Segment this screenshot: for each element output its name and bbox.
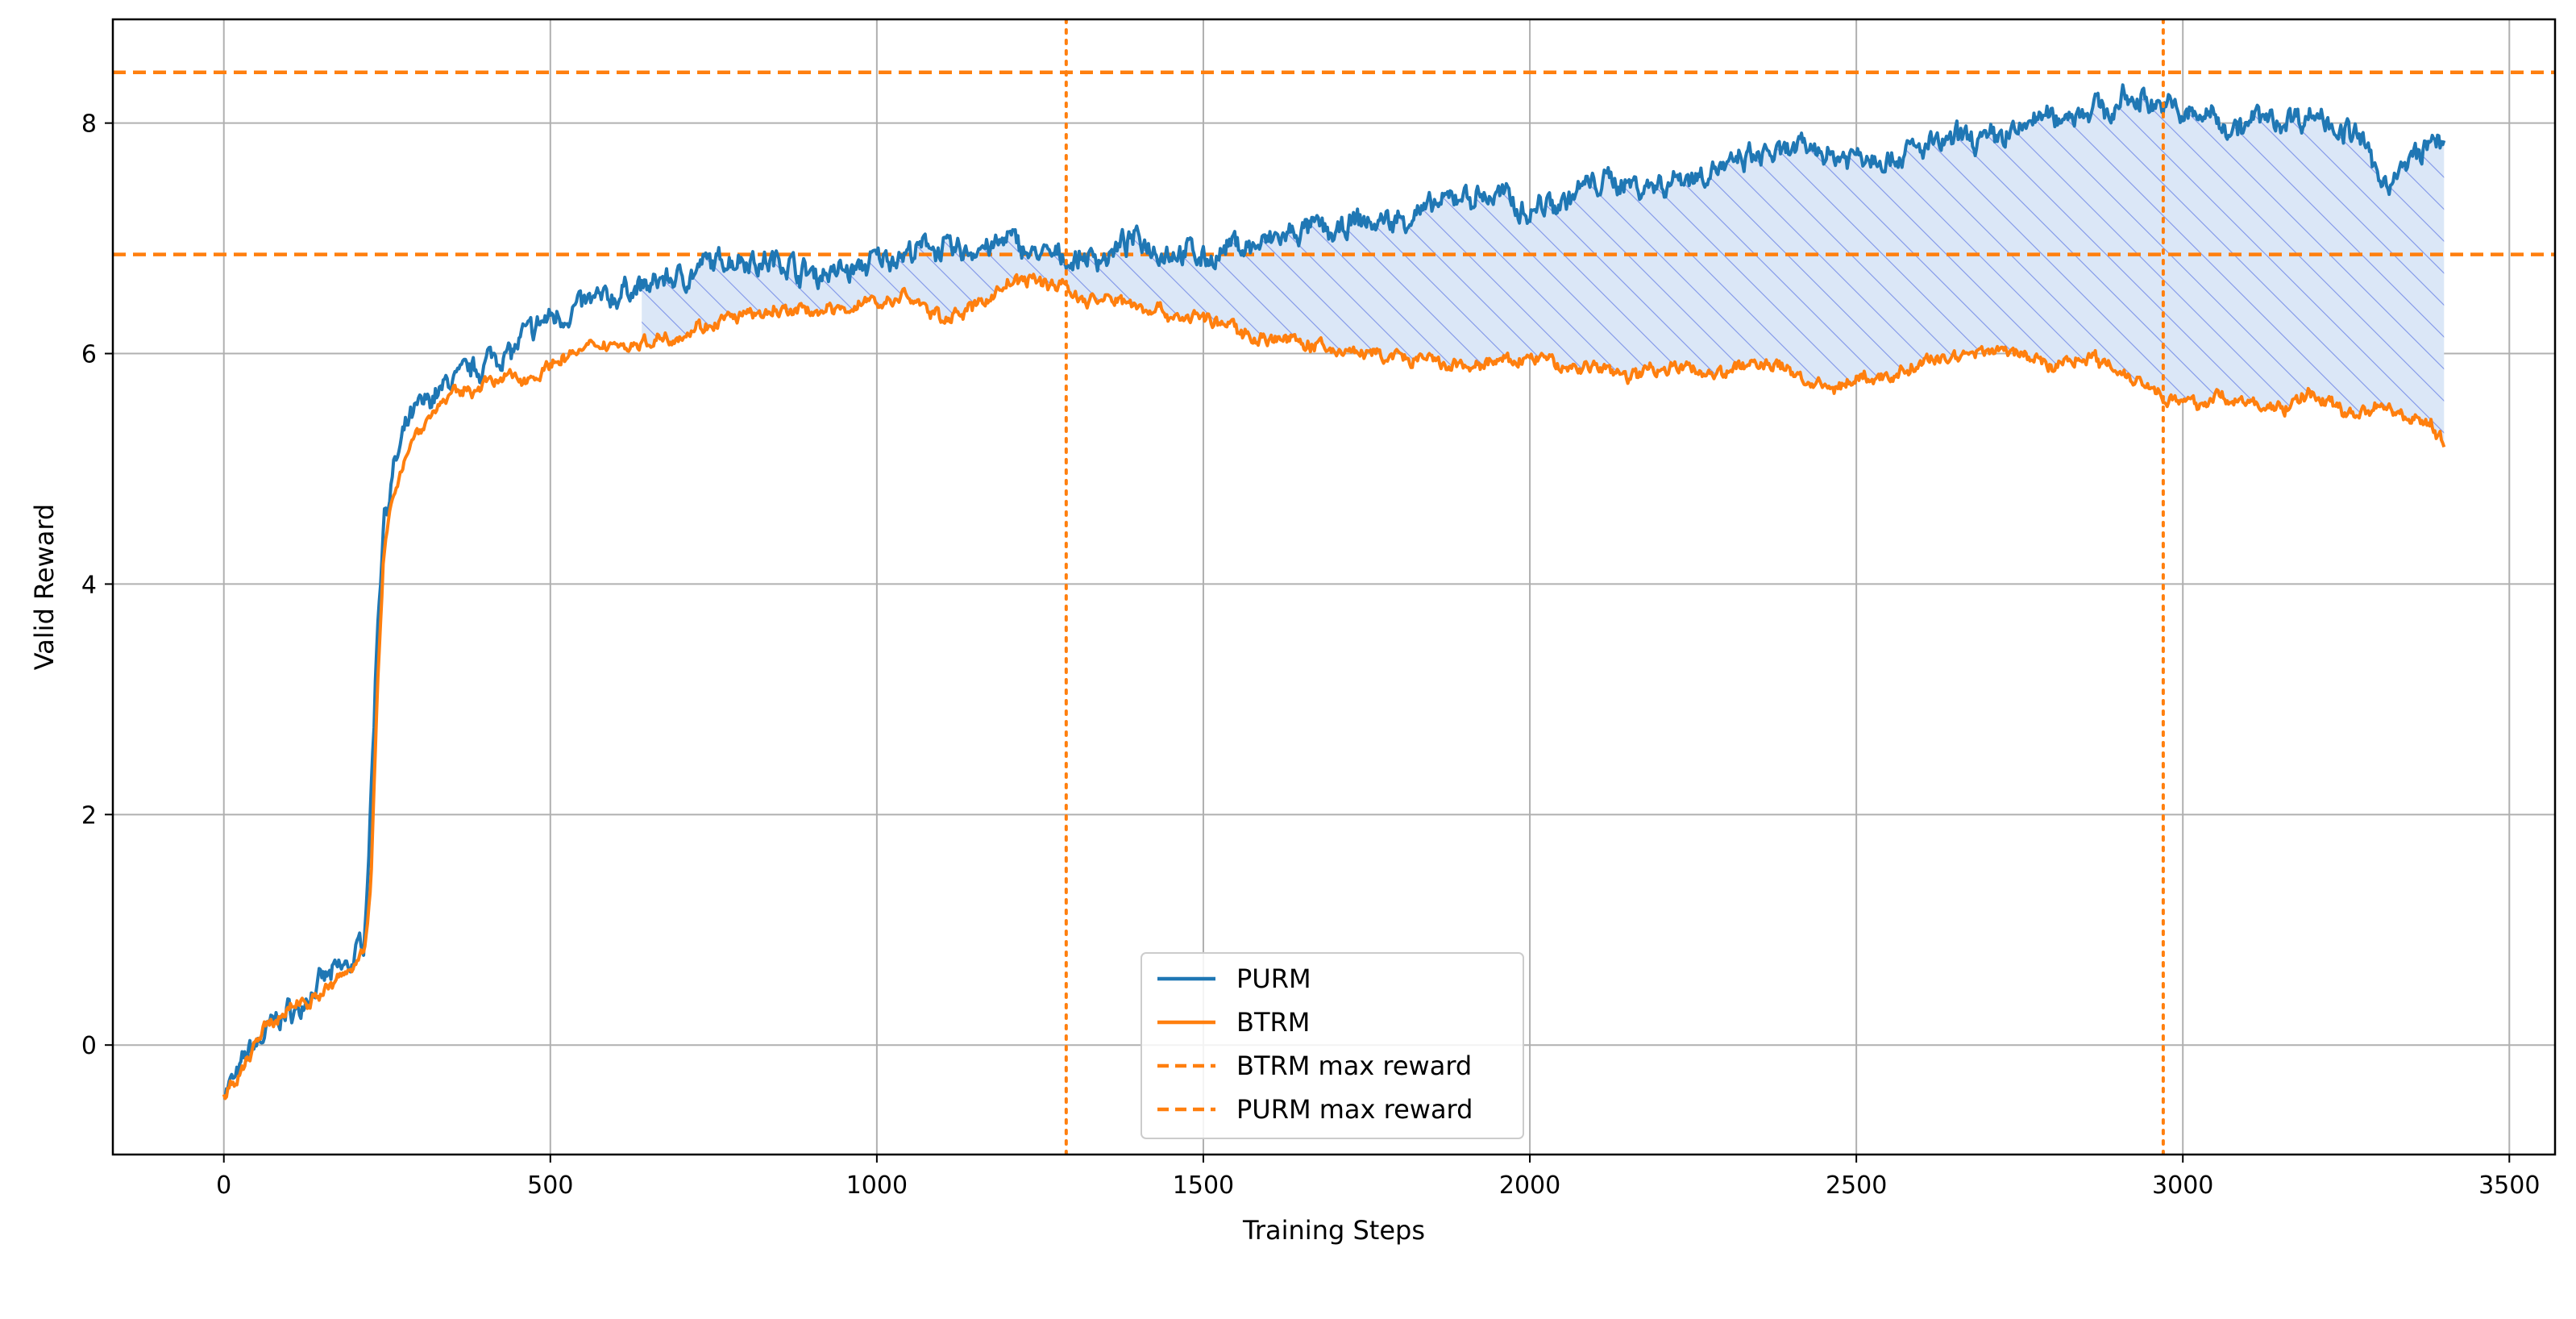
legend-item-purm: PURM [1157, 963, 1311, 994]
x-axis-title: Training Steps [1242, 1215, 1425, 1246]
vertical-markers [1064, 19, 2165, 1155]
legend-label-purm-max: PURM max reward [1236, 1094, 1473, 1125]
y-tick-label: 8 [81, 110, 97, 139]
y-axis-title: Valid Reward [29, 504, 60, 670]
x-tick-label: 0 [216, 1171, 231, 1200]
legend-box [1141, 952, 1524, 1139]
y-tick-label: 4 [81, 571, 97, 599]
x-tick-label: 1000 [846, 1171, 908, 1200]
x-tick-label: 3500 [2478, 1171, 2540, 1200]
x-tick-label: 2500 [1826, 1171, 1887, 1200]
purm-line [222, 83, 2446, 1101]
shaded-region [642, 85, 2445, 447]
legend-label-btrm: BTRM [1236, 1007, 1310, 1038]
y-axis-ticks: 0 2 4 6 8 [81, 110, 113, 1060]
btrm-line [222, 273, 2446, 1101]
x-tick-label: 500 [527, 1171, 573, 1200]
shaded-gap-region [642, 85, 2445, 447]
legend: PURM BTRM BTRM max reward PURM max rewar… [1141, 952, 1524, 1139]
y-tick-label: 2 [81, 801, 97, 830]
y-tick-label: 0 [81, 1032, 97, 1060]
x-tick-label: 2000 [1499, 1171, 1560, 1200]
legend-label-btrm-max: BTRM max reward [1236, 1051, 1472, 1081]
max-reward-lines [113, 70, 2555, 256]
x-axis-ticks: 0 500 1000 1500 2000 2500 3000 3500 [216, 1155, 2540, 1200]
legend-label-purm: PURM [1236, 963, 1311, 994]
y-tick-label: 6 [81, 341, 97, 369]
x-tick-label: 3000 [2152, 1171, 2213, 1200]
plot-frame [111, 18, 2557, 1156]
x-tick-label: 1500 [1173, 1171, 1234, 1200]
series-lines [222, 83, 2446, 1101]
legend-item-btrm-max: BTRM max reward [1157, 1051, 1472, 1081]
legend-item-purm-max: PURM max reward [1157, 1094, 1473, 1125]
legend-item-btrm: BTRM [1157, 1007, 1310, 1038]
